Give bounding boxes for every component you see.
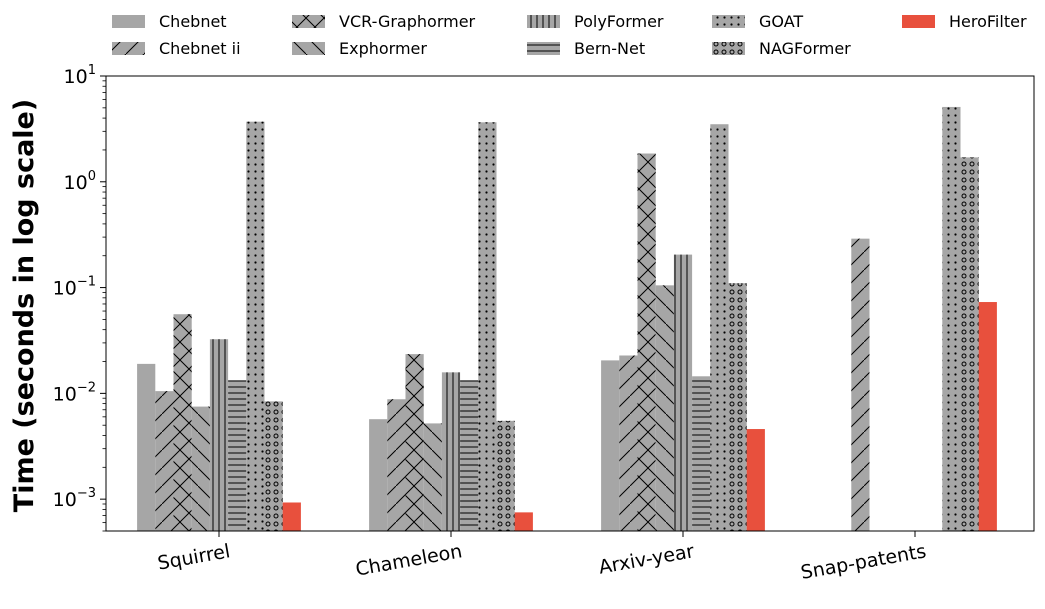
bar-hatch <box>728 283 747 531</box>
axes: 10−3 10−2 10−1 100 101 Time (seconds in log s… <box>9 63 1035 584</box>
y-tick-label: 100 <box>64 169 96 194</box>
bar-hatch <box>960 157 979 532</box>
legend-swatch-hatch <box>712 15 745 28</box>
legend-swatch-hatch <box>527 15 560 28</box>
bar-hatch <box>851 238 870 532</box>
category-label: Squirrel <box>156 540 232 574</box>
bar-herofilter-arxiv-year <box>746 429 765 531</box>
bar-herofilter-snap-patents <box>978 302 997 531</box>
bar-hatch <box>637 153 656 531</box>
legend-swatch <box>902 15 935 28</box>
bar-hatch <box>173 314 192 531</box>
bar-hatch <box>655 285 674 531</box>
category-label: Arxiv-year <box>597 540 696 578</box>
bar-chebnet-arxiv-year <box>601 360 620 531</box>
legend-swatch-hatch <box>527 42 560 55</box>
bar-herofilter-squirrel <box>282 502 301 531</box>
legend-item: Exphormer <box>292 39 427 58</box>
legend-item: Chebnet ii <box>112 39 241 58</box>
bar-hatch <box>246 121 265 531</box>
bar-hatch <box>405 354 424 531</box>
y-axis-label: Time (seconds in log scale) <box>9 99 40 512</box>
legend-item: NAGFormer <box>712 39 851 58</box>
bar-hatch <box>387 399 406 531</box>
bar-hatch <box>441 372 461 531</box>
legend-label: NAGFormer <box>759 39 851 58</box>
bar-hatch <box>191 406 210 531</box>
legend-item: Chebnet <box>112 12 227 31</box>
legend: Chebnet Chebnet ii VCR-Graphormer Exphormer… <box>112 12 1027 58</box>
legend-swatch-hatch <box>292 15 325 28</box>
legend-swatch-hatch <box>712 42 745 55</box>
legend-item: VCR-Graphormer <box>292 12 476 31</box>
legend-item: Bern-Net <box>527 39 645 58</box>
legend-item: HeroFilter <box>902 12 1027 31</box>
legend-label: Chebnet ii <box>159 39 241 58</box>
bar-chebnet-squirrel <box>137 363 156 531</box>
bar-hatch <box>496 420 515 531</box>
bar-chebnet-chameleon <box>369 419 388 531</box>
legend-label: PolyFormer <box>574 12 664 31</box>
legend-item: GOAT <box>712 12 803 31</box>
category-label: Snap-patents <box>799 540 928 584</box>
bar-hatch <box>692 376 711 531</box>
legend-label: GOAT <box>759 12 803 31</box>
bar-hatch <box>942 106 961 532</box>
bar-hatch <box>209 339 229 531</box>
legend-swatch-hatch <box>292 42 325 55</box>
bar-hatch <box>155 391 174 531</box>
bar-hatch <box>460 380 479 531</box>
bars <box>137 106 997 532</box>
category-label: Chameleon <box>354 540 464 580</box>
legend-item: PolyFormer <box>527 12 664 31</box>
y-tick-label: 10−1 <box>53 275 96 300</box>
legend-label: Chebnet <box>159 12 227 31</box>
bar-hatch <box>264 401 283 531</box>
bar-hatch <box>619 355 638 531</box>
bar-hatch <box>478 122 497 531</box>
y-tick-label: 101 <box>64 63 96 88</box>
bar-hatch <box>673 254 693 531</box>
bar-herofilter-chameleon <box>514 512 533 531</box>
legend-label: VCR-Graphormer <box>339 12 476 31</box>
bar-hatch <box>423 423 442 531</box>
legend-label: HeroFilter <box>949 12 1027 31</box>
bar-hatch <box>228 380 247 531</box>
legend-swatch-hatch <box>112 42 145 55</box>
y-tick-label: 10−3 <box>53 486 96 511</box>
legend-label: Exphormer <box>339 39 427 58</box>
legend-label: Bern-Net <box>574 39 645 58</box>
legend-swatch <box>112 15 145 28</box>
y-tick-label: 10−2 <box>53 380 96 405</box>
bar-hatch <box>710 124 729 531</box>
plot-frame <box>105 75 1035 532</box>
